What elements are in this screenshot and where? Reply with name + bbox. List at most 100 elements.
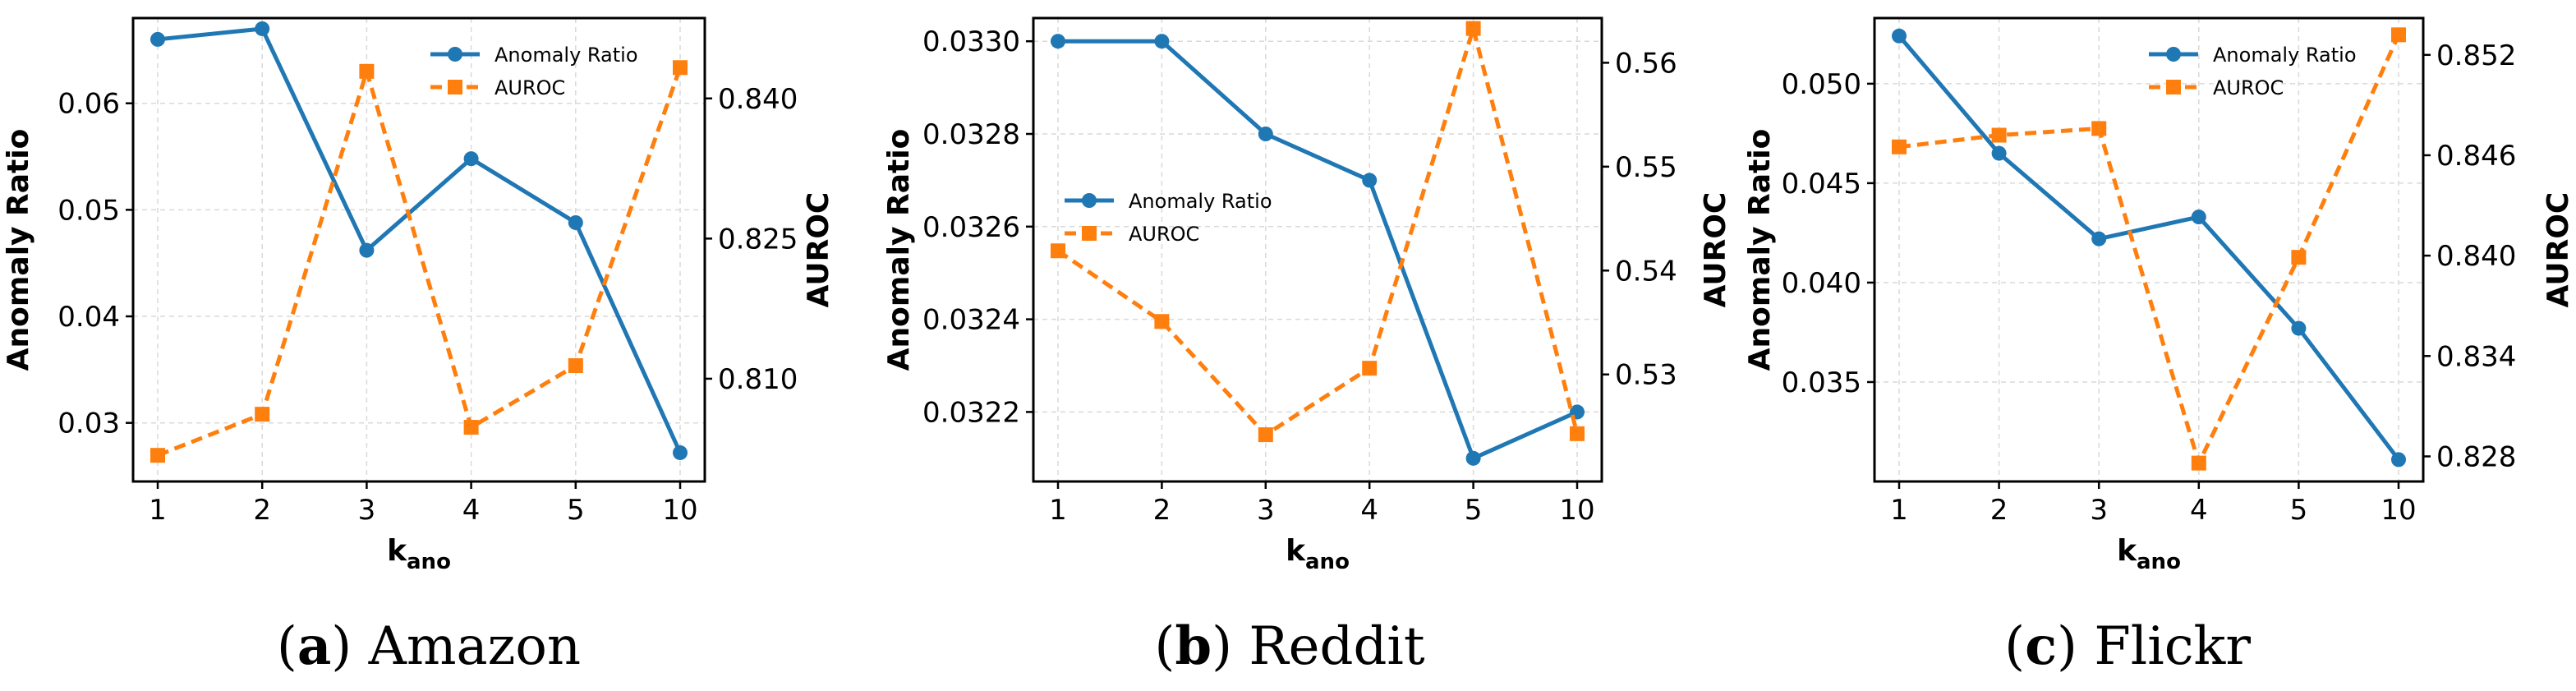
data-point bbox=[1892, 28, 1907, 44]
data-point bbox=[568, 358, 583, 373]
legend-label: AUROC bbox=[494, 76, 565, 99]
caption-open-paren: ( bbox=[277, 616, 297, 677]
series-anomaly-ratio bbox=[150, 21, 688, 460]
data-point bbox=[150, 448, 165, 463]
caption-open-paren: ( bbox=[2004, 616, 2025, 677]
gridlines bbox=[133, 18, 705, 481]
plot-frame bbox=[131, 16, 706, 483]
x-tick-label: 10 bbox=[1559, 494, 1594, 527]
y2-axis-label: AUROC bbox=[2542, 192, 2575, 308]
data-point bbox=[1892, 139, 1907, 154]
series-line bbox=[157, 67, 683, 458]
y-axis-label: Anomaly Ratio bbox=[882, 129, 916, 371]
legend-label: Anomaly Ratio bbox=[1129, 190, 1272, 213]
x-axis-label: kano bbox=[2117, 534, 2181, 574]
chart-panel-reddit: 1 2 3 4 5 10 0.0322 0.0324 0.0326 0.0328 0.0330 0.5… bbox=[882, 16, 1732, 677]
y-tick-label: 0.0324 bbox=[922, 304, 1020, 337]
series-line bbox=[157, 26, 683, 454]
caption-open-paren: ( bbox=[1154, 616, 1175, 677]
gridlines bbox=[1874, 18, 2423, 481]
x-tick-label: 4 bbox=[1360, 494, 1378, 527]
y-tick-label: 0.04 bbox=[58, 301, 120, 334]
data-point bbox=[150, 31, 165, 47]
y2-tick-label: 0.54 bbox=[1615, 255, 1677, 288]
x-tick-label: 3 bbox=[358, 494, 376, 527]
legend-swatch-marker bbox=[448, 47, 462, 62]
series-auroc bbox=[1892, 27, 2406, 471]
y2-axis-label: AUROC bbox=[802, 192, 835, 308]
data-point bbox=[1465, 450, 1481, 466]
legend-label: AUROC bbox=[1129, 223, 1199, 246]
caption-name: Amazon bbox=[368, 616, 582, 677]
y2-tick-label: 0.55 bbox=[1615, 151, 1677, 184]
legend-swatch-marker bbox=[448, 80, 462, 94]
y2-tick-label: 0.825 bbox=[718, 223, 798, 256]
x-tick-label: 4 bbox=[462, 494, 481, 527]
data-point bbox=[1258, 427, 1273, 443]
x-tick-label: 1 bbox=[1890, 494, 1908, 527]
y2-tick-label: 0.852 bbox=[2436, 39, 2516, 72]
data-point bbox=[2291, 250, 2307, 265]
y2-tick-label: 0.53 bbox=[1615, 359, 1677, 392]
x-axis-label: kano bbox=[1286, 534, 1350, 574]
legend-swatch-marker bbox=[1082, 193, 1097, 208]
series-auroc bbox=[1051, 21, 1585, 443]
x-axis-label-subscript: ano bbox=[2137, 550, 2181, 574]
data-point bbox=[568, 214, 583, 230]
legend: Anomaly Ratio AUROC bbox=[2149, 44, 2357, 99]
x-tick-label: 10 bbox=[662, 494, 697, 527]
y-tick-label: 0.0322 bbox=[922, 396, 1020, 429]
x-axis-label: kano bbox=[387, 534, 451, 574]
y-axis-label: Anomaly Ratio bbox=[2, 129, 35, 371]
data-point bbox=[255, 407, 270, 422]
data-point bbox=[1362, 173, 1378, 188]
series-line bbox=[1898, 34, 2401, 466]
y-tick-label: 0.06 bbox=[58, 88, 120, 121]
x-tick-label: 2 bbox=[253, 494, 271, 527]
x-tick-label: 3 bbox=[1257, 494, 1275, 527]
y-axis-label: Anomaly Ratio bbox=[1743, 129, 1777, 371]
data-point bbox=[1051, 243, 1065, 259]
legend: Anomaly Ratio AUROC bbox=[1065, 190, 1272, 246]
data-point bbox=[2191, 455, 2206, 471]
plot-frame bbox=[1032, 16, 1603, 483]
x-tick-label: 5 bbox=[1465, 494, 1483, 527]
y2-tick-label: 0.840 bbox=[2436, 240, 2516, 273]
legend: Anomaly Ratio AUROC bbox=[430, 44, 638, 99]
caption-close-paren: ) bbox=[1212, 616, 1249, 677]
chart-panel-flickr: 1 2 3 4 5 10 0.035 0.040 0.045 0.050 0.828 0.834 0.8… bbox=[1743, 16, 2575, 677]
data-point bbox=[1258, 127, 1273, 141]
x-tick-label: 1 bbox=[149, 494, 167, 527]
subfigure-caption: (b) Reddit bbox=[1154, 615, 1425, 677]
x-axis-label-main: k bbox=[1286, 534, 1306, 568]
x-tick-label: 5 bbox=[567, 494, 585, 527]
data-point bbox=[359, 63, 375, 79]
y-tick-label: 0.0326 bbox=[922, 211, 1020, 244]
y2-tick-label: 0.828 bbox=[2436, 440, 2516, 473]
data-point bbox=[673, 60, 688, 76]
y2-axis-label: AUROC bbox=[1699, 192, 1732, 308]
x-axis-label-subscript: ano bbox=[1305, 550, 1350, 574]
y-tick-label: 0.050 bbox=[1782, 68, 1861, 101]
data-point bbox=[1154, 34, 1170, 49]
y2-tick-label: 0.834 bbox=[2436, 340, 2516, 373]
y2-tick-label: 0.846 bbox=[2436, 140, 2516, 173]
data-point bbox=[463, 151, 479, 167]
x-tick-label: 2 bbox=[1153, 494, 1171, 527]
y-tick-label: 0.040 bbox=[1782, 267, 1861, 300]
subfigure-caption: (c) Flickr bbox=[2004, 615, 2251, 677]
data-point bbox=[2391, 27, 2406, 43]
caption-name: Flickr bbox=[2094, 616, 2251, 677]
data-point bbox=[359, 242, 375, 258]
x-tick-label: 1 bbox=[1049, 494, 1067, 527]
y2-tick-label: 0.840 bbox=[718, 83, 798, 116]
x-axis-label-main: k bbox=[387, 534, 407, 568]
y2-tick-label: 0.810 bbox=[718, 363, 798, 396]
y-tick-label: 0.035 bbox=[1782, 366, 1861, 399]
data-point bbox=[2191, 210, 2206, 225]
series-auroc bbox=[150, 60, 688, 463]
legend-swatch-marker bbox=[2166, 47, 2181, 62]
data-point bbox=[2091, 121, 2107, 136]
legend-label: Anomaly Ratio bbox=[494, 44, 638, 67]
